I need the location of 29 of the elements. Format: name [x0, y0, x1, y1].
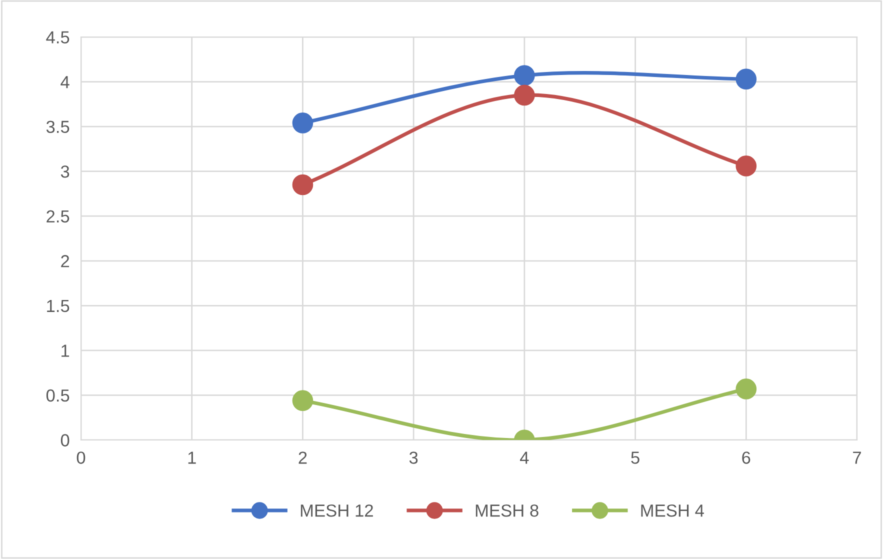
point — [292, 390, 314, 412]
legend-label: MESH 12 — [300, 504, 373, 517]
y-tick-label: 1.5 — [47, 300, 70, 312]
point — [736, 68, 757, 90]
point — [514, 84, 535, 106]
y-tick-label: 2 — [61, 255, 70, 268]
y-tick-label: 3 — [60, 166, 70, 178]
y-tick-label: 1 — [62, 344, 70, 357]
point — [514, 65, 535, 86]
x-tick-label: 7 — [853, 452, 861, 464]
x-tick-label: 4 — [520, 452, 529, 464]
y-tick-label: 4.5 — [46, 31, 70, 44]
y-tick-label: 4 — [60, 76, 70, 88]
x-tick-label: 3 — [409, 452, 418, 464]
point — [292, 174, 314, 196]
point — [736, 156, 757, 176]
x-tick-label: 5 — [631, 452, 640, 464]
legend-label: MESH 8 — [476, 504, 538, 517]
y-tick-label: 0 — [60, 434, 70, 446]
x-tick-label: 2 — [298, 452, 307, 464]
y-tick-label: 2.5 — [46, 210, 70, 223]
x-tick-label: 0 — [76, 452, 86, 464]
y-tick-label: 3.5 — [46, 120, 70, 134]
x-tick-label: 1 — [188, 452, 196, 464]
legend-label: MESH 4 — [641, 504, 704, 517]
x-tick-label: 6 — [742, 452, 750, 464]
point — [736, 378, 757, 400]
point — [292, 112, 314, 134]
y-tick-label: 0.5 — [46, 389, 70, 402]
